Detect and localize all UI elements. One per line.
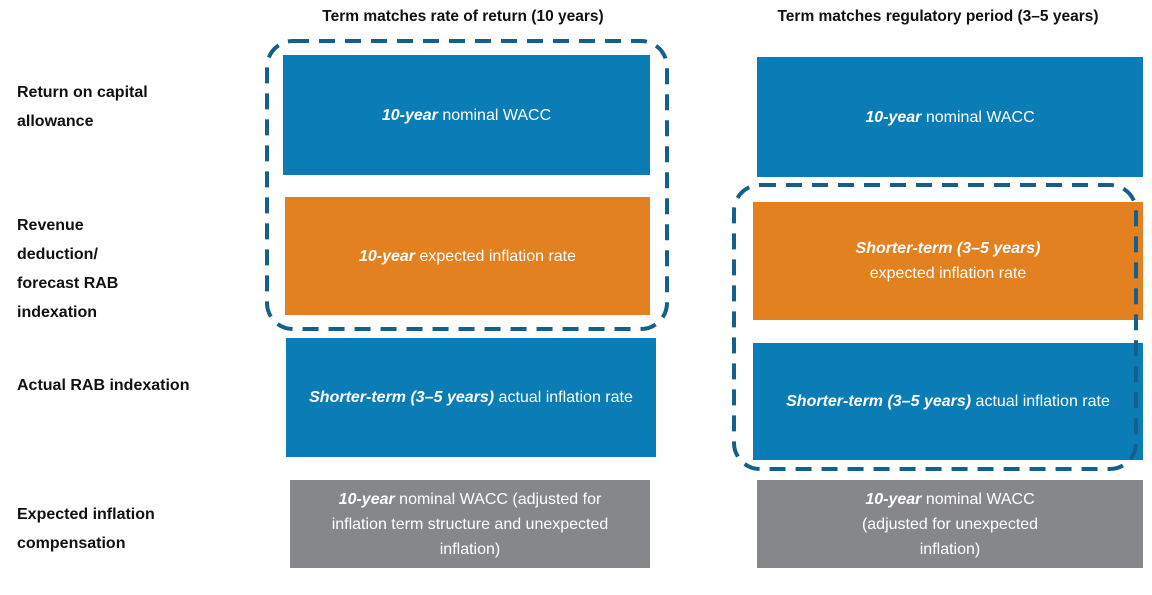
cell-emphasis: 10-year (865, 108, 922, 126)
cell: 10-year expected inflation rate (285, 197, 650, 315)
cell: 10-year nominal WACC (adjusted for infla… (290, 480, 650, 568)
cell-emphasis: 10-year (358, 247, 416, 265)
cell: Shorter-term (3–5 years) actual inflatio… (286, 338, 656, 457)
cell-text: actual inflation rate (975, 393, 1110, 410)
cell: Shorter-term (3–5 years) expected inflat… (753, 202, 1143, 320)
cell-text: expected inflation rate (419, 247, 577, 265)
cell: 10-year nominal WACC (283, 55, 650, 175)
cell-emphasis: 10-year (338, 490, 395, 508)
cell-emphasis: Shorter-term (3–5 years) (786, 393, 972, 410)
dashed-outline (732, 183, 1138, 471)
column-header: Term matches regulatory period (3–5 year… (777, 8, 1099, 25)
row-label: Expected inflation compensation (17, 506, 155, 552)
cell-emphasis: 10-year (865, 490, 922, 508)
cell: 10-year nominal WACC (adjusted for unexp… (757, 480, 1143, 568)
cell: Shorter-term (3–5 years) actual inflatio… (753, 343, 1143, 460)
cell-text: nominal WACC (442, 106, 552, 124)
cell-emphasis: 10-year (381, 106, 438, 124)
cell-text: expected inflation rate (869, 265, 1027, 282)
cell-emphasis: Shorter-term (3–5 years) (309, 389, 495, 406)
cell: 10-year nominal WACC (757, 57, 1143, 177)
dashed-outline (265, 39, 669, 331)
row-label: Actual RAB indexation (17, 377, 190, 394)
cell-text: nominal WACC (adjusted for inflation ter… (331, 490, 609, 558)
cell-emphasis: Shorter-term (3–5 years) (855, 240, 1041, 257)
row-label: Revenue deduction/ forecast RAB indexati… (17, 217, 119, 321)
cell-text: actual inflation rate (498, 389, 633, 406)
cell-text: nominal WACC (adjusted for unexpected in… (861, 490, 1039, 558)
row-label: Return on capital allowance (17, 84, 148, 130)
cell-text: nominal WACC (925, 108, 1035, 126)
column-header: Term matches rate of return (10 years) (322, 8, 604, 25)
